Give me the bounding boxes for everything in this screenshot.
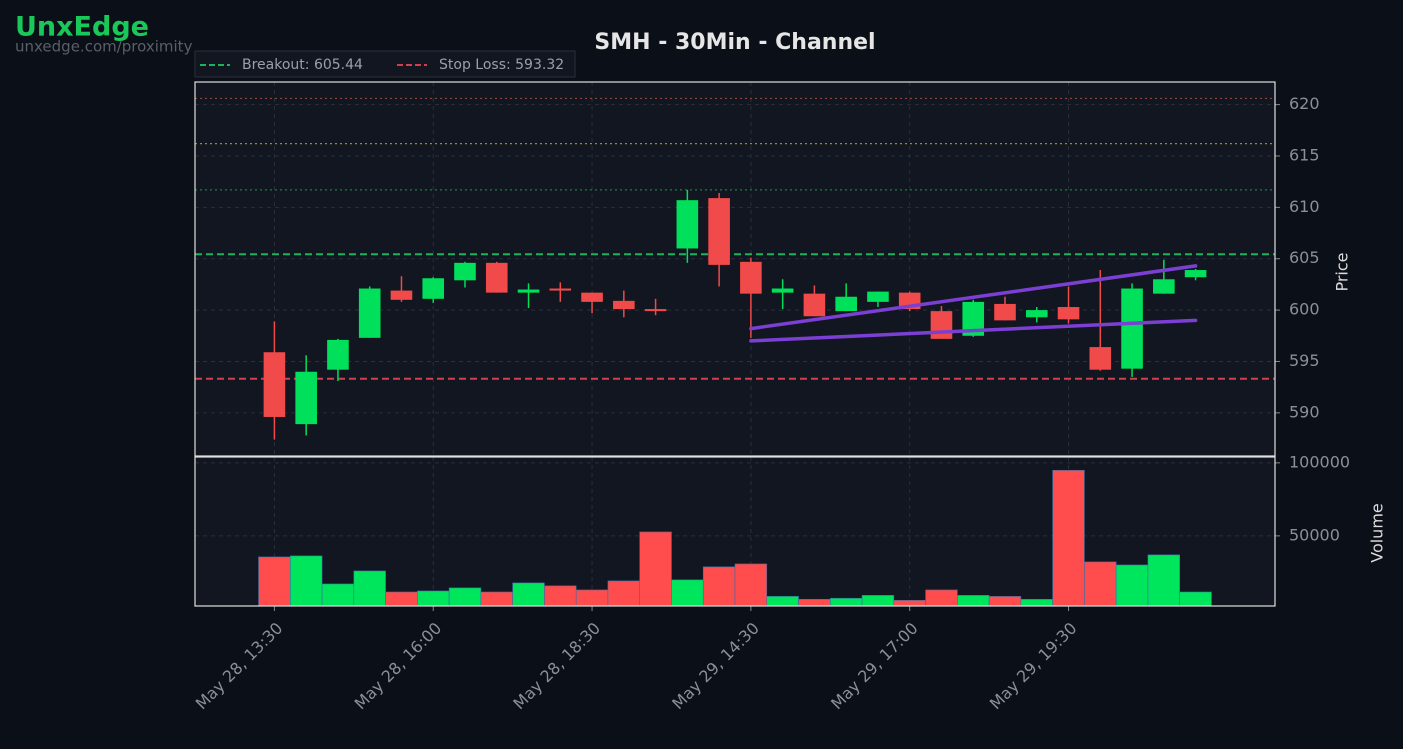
volume-bar — [385, 591, 418, 607]
volume-bar — [1115, 564, 1149, 607]
candle-body — [454, 262, 476, 281]
candle-body — [1121, 288, 1143, 369]
volume-bar — [829, 597, 863, 607]
volume-bar — [925, 589, 958, 607]
candle-body — [930, 311, 953, 339]
volume-bar — [988, 596, 1022, 607]
candle-body — [835, 296, 857, 312]
candle-body — [994, 303, 1016, 321]
volume-bar — [893, 600, 926, 607]
candle-body — [295, 371, 317, 425]
candle-body — [327, 339, 349, 370]
volume-bar — [1147, 554, 1181, 607]
legend-label: Breakout: 605.44 — [242, 57, 363, 73]
y-tick-label: 620 — [1289, 94, 1320, 113]
candle-body — [263, 352, 286, 417]
y-tick-label: 615 — [1289, 145, 1320, 164]
candle-body — [549, 288, 572, 291]
volume-bar — [353, 570, 386, 607]
y-tick-label: 605 — [1289, 248, 1320, 267]
volume-bar — [639, 531, 672, 607]
volume-bar — [289, 555, 323, 607]
y-tick-label: 590 — [1289, 402, 1320, 421]
volume-bar — [861, 595, 895, 607]
candle-body — [613, 300, 635, 310]
candle-body — [771, 288, 794, 293]
y-tick-label: 595 — [1289, 351, 1320, 370]
candle-body — [740, 261, 762, 294]
volume-bar — [798, 598, 831, 607]
volume-bar — [671, 579, 704, 607]
candle-body — [1057, 307, 1080, 320]
price-frame — [194, 81, 1276, 457]
volume-bar — [734, 563, 768, 607]
volume-bar — [607, 580, 641, 607]
volume-frame — [194, 456, 1276, 607]
chart-title: SMH - 30Min - Channel — [594, 30, 875, 55]
candle-body — [358, 288, 381, 338]
volume-bar — [448, 587, 482, 607]
volume-bar — [1179, 591, 1212, 607]
volume-bar — [1052, 469, 1085, 607]
candle-body — [390, 290, 413, 300]
volume-bar — [512, 582, 545, 607]
volume-axis-label: Volume — [1368, 503, 1387, 563]
volume-bar — [575, 589, 609, 607]
candle-body — [867, 291, 889, 302]
volume-bar — [258, 556, 291, 607]
channel-line — [749, 318, 1198, 343]
volume-bar — [480, 591, 513, 607]
channel-line — [749, 264, 1198, 331]
y-tick-label: 100000 — [1289, 452, 1350, 471]
candle-body — [1153, 279, 1175, 294]
volume-bar — [544, 585, 577, 607]
candle-body — [644, 309, 667, 312]
volume-bar — [766, 596, 799, 607]
volume-bar — [321, 583, 355, 607]
candle-body — [422, 278, 445, 299]
candle-body — [962, 301, 985, 336]
volume-bar — [702, 566, 736, 607]
brand-url: unxedge.com/proximity — [15, 38, 193, 56]
brand: UnxEdge — [15, 12, 149, 43]
candle-body — [485, 262, 508, 293]
volume-bar — [1084, 561, 1117, 607]
price-panel — [195, 82, 1275, 456]
candle-body — [708, 198, 730, 265]
volume-bar — [957, 595, 990, 607]
y-tick-label: 50000 — [1289, 525, 1340, 544]
volume-bar — [1020, 598, 1053, 607]
candle-body — [676, 200, 699, 249]
candle-body — [1089, 347, 1112, 370]
legend — [194, 50, 576, 78]
candle-body — [803, 293, 826, 317]
legend-label: Stop Loss: 593.32 — [439, 57, 564, 73]
candle-body — [1184, 270, 1207, 278]
candle-body — [1025, 310, 1048, 318]
volume-bar — [417, 590, 450, 607]
candle-body — [517, 289, 540, 293]
candle-body — [581, 292, 603, 302]
y-tick-label: 610 — [1289, 197, 1320, 216]
y-axis-label: Price — [1333, 252, 1352, 291]
y-tick-label: 600 — [1289, 300, 1320, 319]
